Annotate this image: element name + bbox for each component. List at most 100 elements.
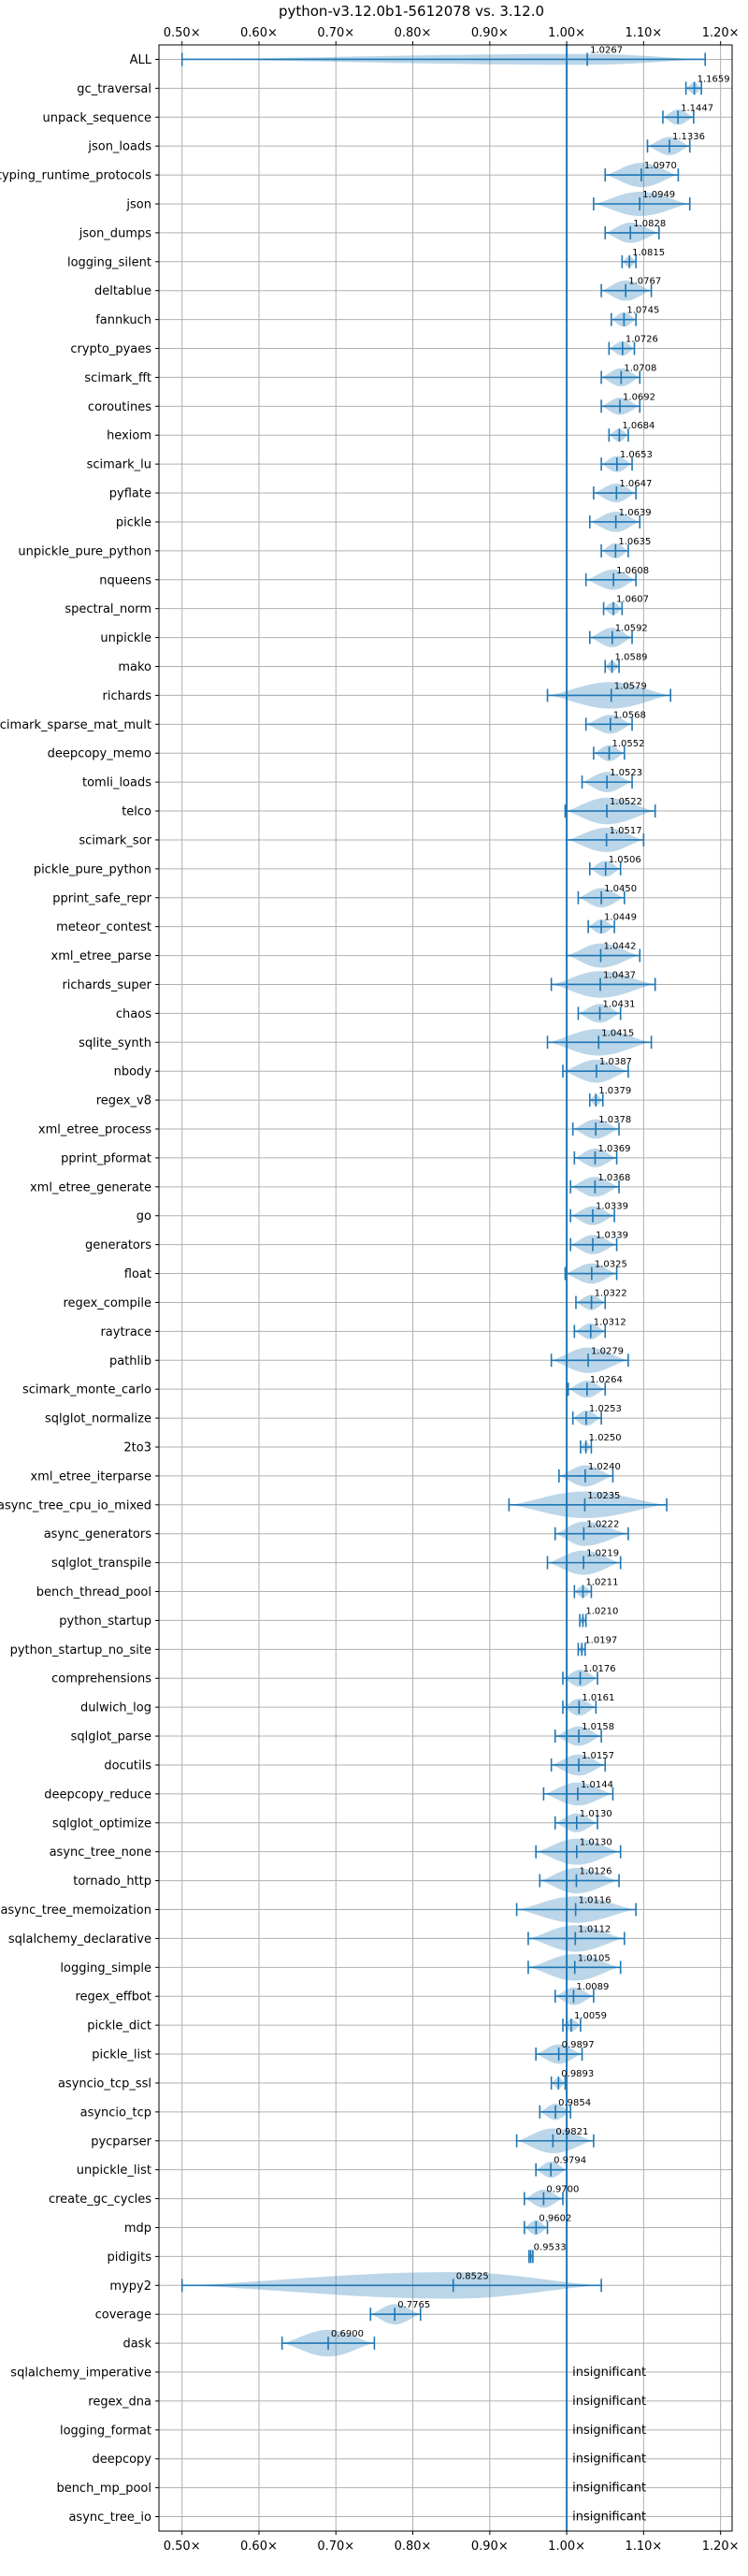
benchmark-label: deepcopy_memo [48, 747, 151, 761]
benchmark-label: async_tree_cpu_io_mixed [0, 1498, 151, 1512]
mean-value-label: 1.0378 [598, 1115, 631, 1125]
mean-value-label: 0.9602 [539, 2213, 571, 2223]
x-tick-label-top: 1.20× [702, 26, 740, 40]
x-tick-label-top: 0.50× [164, 26, 201, 40]
mean-value-label: 1.0506 [609, 855, 641, 865]
mean-value-label: 1.0059 [574, 2011, 607, 2021]
benchmark-label: float [124, 1267, 151, 1281]
benchmark-label: comprehensions [51, 1672, 151, 1686]
mean-value-label: 1.0387 [599, 1057, 632, 1067]
benchmark-label: docutils [104, 1758, 151, 1773]
mean-value-label: 0.8525 [456, 2271, 489, 2281]
benchmark-label: pickle_dict [87, 2019, 151, 2033]
mean-value-label: 1.0235 [587, 1491, 620, 1501]
benchmark-label: gc_traversal [77, 82, 151, 96]
mean-value-label: 1.0568 [613, 710, 646, 720]
mean-value-label: 0.7765 [397, 2300, 430, 2310]
mean-value-label: 0.9821 [555, 2127, 588, 2137]
benchmark-label: richards_super [62, 978, 151, 992]
benchmark-label: asyncio_tcp [80, 2106, 151, 2120]
benchmark-label: regex_effbot [75, 1990, 151, 2004]
mean-value-label: 1.0279 [591, 1346, 624, 1356]
benchmark-label: pickle [116, 515, 151, 529]
benchmark-label: scimark_sparse_mat_mult [0, 718, 151, 732]
mean-value-label: 1.0267 [590, 45, 623, 55]
insignificant-label: insignificant [572, 2453, 646, 2467]
mean-value-label: 1.0253 [589, 1404, 622, 1414]
benchmark-label: nqueens [99, 573, 151, 587]
mean-value-label: 1.0449 [604, 913, 637, 923]
benchmark-label: deepcopy [92, 2453, 151, 2467]
benchmark-label: mypy2 [109, 2279, 151, 2294]
x-tick-label-top: 0.80× [395, 26, 432, 40]
insignificant-label: insignificant [572, 2511, 646, 2525]
mean-value-label: 1.0450 [604, 884, 637, 894]
mean-value-label: 1.0552 [612, 739, 645, 749]
benchmark-label: pyflate [109, 487, 151, 501]
benchmark-label: tomli_loads [82, 776, 151, 790]
mean-value-label: 1.0517 [610, 826, 642, 836]
mean-value-label: 1.0339 [596, 1231, 628, 1241]
benchmark-label: sqlalchemy_declarative [8, 1932, 151, 1946]
benchmark-label: typing_runtime_protocols [0, 169, 151, 183]
x-tick-label-bottom: 0.70× [317, 2540, 354, 2554]
mean-value-label: 1.0219 [586, 1549, 619, 1559]
axis-layer: 0.50× 0.50× 0.60× 0.60× 0.70× 0.70× 0.80× 0.80×… [0, 26, 740, 2554]
benchmark-label: pickle_list [92, 2048, 151, 2062]
benchmark-label: xml_etree_generate [30, 1180, 151, 1194]
benchmark-label: pidigits [108, 2250, 152, 2265]
benchmark-label: scimark_sor [79, 833, 151, 847]
benchmark-label: richards [103, 689, 152, 703]
benchmark-label: raytrace [100, 1325, 151, 1339]
benchmark-label: bench_thread_pool [36, 1585, 151, 1599]
benchmark-label: python_startup_no_site [10, 1643, 151, 1657]
benchmark-label: json_dumps [79, 226, 151, 240]
grid-layer [159, 45, 732, 2531]
mean-value-label: 1.0368 [597, 1173, 630, 1183]
benchmark-label: dask [122, 2337, 151, 2352]
benchmark-label: xml_etree_iterparse [30, 1469, 151, 1483]
mean-value-label: 1.0250 [589, 1433, 622, 1443]
benchmark-label: ALL [130, 53, 152, 67]
benchmark-label: scimark_monte_carlo [22, 1383, 151, 1397]
benchmark-label: telco [122, 805, 151, 819]
mean-value-label: 0.9533 [534, 2242, 567, 2252]
mean-value-label: 1.0522 [610, 797, 642, 807]
benchmark-label: nbody [114, 1065, 152, 1079]
mean-value-label: 1.0130 [580, 1809, 612, 1819]
x-tick-label-bottom: 1.00× [548, 2540, 585, 2554]
insignificant-label: insignificant [572, 2395, 646, 2409]
benchmark-label: unpack_sequence [42, 111, 151, 125]
mean-value-label: 0.9897 [562, 2040, 595, 2050]
benchmark-label: chaos [116, 1007, 151, 1021]
mean-value-label: 1.1659 [698, 74, 730, 84]
benchmark-label: unpickle_pure_python [18, 544, 151, 558]
mean-value-label: 1.0116 [579, 1896, 611, 1906]
benchmark-label: pprint_safe_repr [52, 891, 151, 905]
insignificant-label: insignificant [572, 2424, 646, 2438]
benchmark-label: crypto_pyaes [70, 342, 151, 356]
mean-value-label: 1.0161 [582, 1693, 614, 1703]
insignificant-label: insignificant [572, 2366, 646, 2380]
x-tick-label-bottom: 0.50× [164, 2540, 201, 2554]
mean-value-label: 1.0608 [616, 566, 649, 576]
mean-value-label: 1.0437 [603, 970, 636, 980]
mean-value-label: 1.0579 [614, 681, 647, 691]
mean-value-label: 1.0222 [586, 1520, 619, 1530]
mean-value-label: 1.0157 [582, 1751, 614, 1761]
benchmark-label: logging_silent [67, 255, 151, 269]
mean-value-label: 1.0523 [610, 768, 642, 778]
benchmark-label: sqlalchemy_imperative [10, 2366, 151, 2381]
mean-value-label: 1.0692 [623, 392, 655, 402]
benchmark-label: async_tree_memoization [0, 1903, 151, 1918]
benchmark-label: xml_etree_parse [51, 949, 151, 963]
mean-value-label: 0.9794 [554, 2156, 586, 2166]
benchmark-label: logging_simple [60, 1961, 151, 1975]
x-tick-label-top: 0.70× [317, 26, 354, 40]
mean-value-label: 1.0158 [582, 1722, 614, 1732]
mean-value-label: 1.0176 [583, 1664, 616, 1674]
mean-value-label: 1.0684 [622, 421, 654, 431]
benchmark-label: tornado_http [73, 1874, 151, 1889]
mean-value-label: 1.0607 [616, 595, 649, 605]
